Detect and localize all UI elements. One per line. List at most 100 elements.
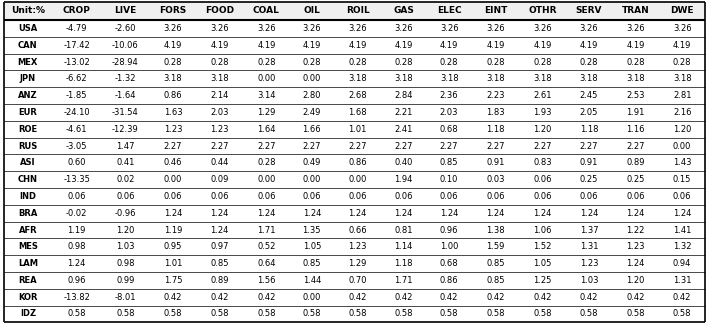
Text: 0.00: 0.00 [257,175,276,184]
Text: 1.18: 1.18 [486,125,505,134]
Text: 0.00: 0.00 [257,75,276,83]
Text: 4.19: 4.19 [211,41,229,50]
Text: 1.23: 1.23 [164,125,182,134]
Text: 0.49: 0.49 [303,158,321,167]
Text: LAM: LAM [18,259,38,268]
Text: 1.44: 1.44 [303,276,321,285]
Text: 0.06: 0.06 [349,192,367,201]
Text: 0.58: 0.58 [626,309,644,318]
Text: 0.06: 0.06 [533,192,552,201]
Text: 1.24: 1.24 [626,209,644,218]
Text: 0.58: 0.58 [394,309,413,318]
Text: 0.91: 0.91 [580,158,598,167]
Text: -1.85: -1.85 [66,91,87,100]
Text: 1.24: 1.24 [440,209,458,218]
Text: 1.31: 1.31 [673,276,691,285]
Text: 2.68: 2.68 [348,91,367,100]
Text: 0.28: 0.28 [349,58,367,66]
Text: 0.28: 0.28 [533,58,552,66]
Text: 0.86: 0.86 [440,276,459,285]
Text: 0.00: 0.00 [303,293,321,302]
Text: 1.03: 1.03 [116,242,135,251]
Text: 1.24: 1.24 [626,259,644,268]
Text: RUS: RUS [18,142,38,151]
Text: 0.58: 0.58 [257,309,276,318]
Text: 2.81: 2.81 [673,91,691,100]
Text: AFR: AFR [18,226,38,235]
Text: 1.22: 1.22 [626,226,644,235]
Text: 0.06: 0.06 [440,192,459,201]
Text: 1.24: 1.24 [211,226,229,235]
Text: 1.20: 1.20 [533,125,552,134]
Text: 1.37: 1.37 [580,226,598,235]
Text: 0.58: 0.58 [533,309,552,318]
Text: 2.27: 2.27 [349,142,367,151]
Text: 0.00: 0.00 [303,75,321,83]
Text: 0.15: 0.15 [673,175,691,184]
Text: 3.26: 3.26 [303,24,321,33]
Text: 0.10: 0.10 [440,175,458,184]
Text: 3.18: 3.18 [164,75,182,83]
Text: 1.23: 1.23 [580,259,598,268]
Text: 2.84: 2.84 [394,91,413,100]
Text: 0.97: 0.97 [211,242,229,251]
Text: 2.05: 2.05 [580,108,598,117]
Text: 0.06: 0.06 [580,192,598,201]
Text: 1.94: 1.94 [394,175,413,184]
Text: 0.28: 0.28 [580,58,598,66]
Text: 0.58: 0.58 [164,309,182,318]
Text: 0.06: 0.06 [257,192,276,201]
Text: GAS: GAS [393,6,414,15]
Text: 1.23: 1.23 [211,125,229,134]
Text: 0.06: 0.06 [486,192,505,201]
Text: 1.18: 1.18 [580,125,598,134]
Text: 2.53: 2.53 [626,91,644,100]
Text: TRAN: TRAN [622,6,649,15]
Text: FORS: FORS [160,6,186,15]
Text: 1.23: 1.23 [626,242,644,251]
Text: 0.64: 0.64 [257,259,276,268]
Text: 1.75: 1.75 [164,276,182,285]
Text: 3.18: 3.18 [486,75,505,83]
Text: 3.26: 3.26 [580,24,598,33]
Text: 0.28: 0.28 [164,58,182,66]
Text: -28.94: -28.94 [112,58,139,66]
Text: 0.28: 0.28 [257,158,276,167]
Text: -13.82: -13.82 [63,293,90,302]
Text: 3.26: 3.26 [673,24,691,33]
Text: 1.24: 1.24 [349,209,367,218]
Text: 0.00: 0.00 [303,175,321,184]
Text: 4.19: 4.19 [580,41,598,50]
Text: 0.28: 0.28 [486,58,505,66]
Text: 1.35: 1.35 [303,226,321,235]
Text: KOR: KOR [18,293,38,302]
Text: EUR: EUR [18,108,38,117]
Text: 1.01: 1.01 [349,125,367,134]
Text: 3.18: 3.18 [673,75,691,83]
Text: 0.83: 0.83 [533,158,552,167]
Text: 2.14: 2.14 [211,91,229,100]
Text: 0.42: 0.42 [440,293,458,302]
Text: IDZ: IDZ [20,309,36,318]
Text: -0.02: -0.02 [66,209,87,218]
Text: -31.54: -31.54 [112,108,139,117]
Text: 0.58: 0.58 [349,309,367,318]
Text: 3.18: 3.18 [348,75,367,83]
Text: 1.59: 1.59 [486,242,505,251]
Text: 3.14: 3.14 [257,91,276,100]
Text: -17.42: -17.42 [63,41,90,50]
Text: 0.09: 0.09 [211,175,229,184]
Text: 0.96: 0.96 [440,226,459,235]
Text: 0.28: 0.28 [626,58,644,66]
Text: 1.24: 1.24 [211,209,229,218]
Text: 0.06: 0.06 [394,192,413,201]
Text: CROP: CROP [62,6,91,15]
Text: 0.58: 0.58 [67,309,86,318]
Text: 1.18: 1.18 [394,259,413,268]
Text: 1.52: 1.52 [533,242,552,251]
Text: 2.49: 2.49 [303,108,321,117]
Text: -1.32: -1.32 [115,75,136,83]
Text: 3.26: 3.26 [211,24,229,33]
Text: 0.60: 0.60 [67,158,86,167]
Text: 2.80: 2.80 [303,91,321,100]
